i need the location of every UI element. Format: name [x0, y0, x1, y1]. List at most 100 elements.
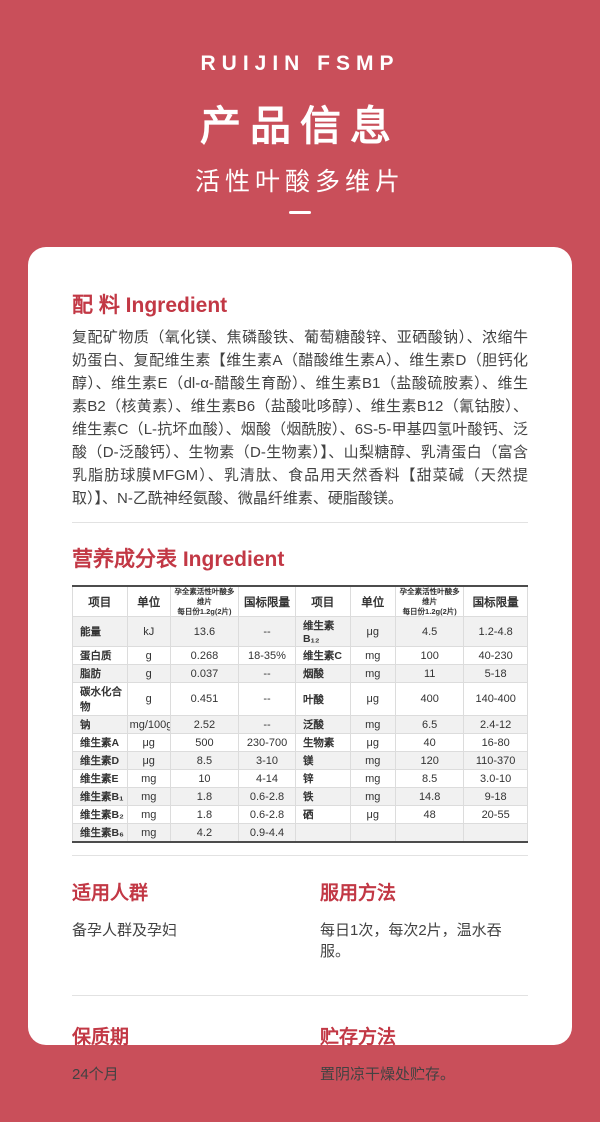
table-cell: μg	[349, 682, 397, 717]
divider	[72, 855, 528, 857]
table-cell: 碳水化合物	[72, 682, 128, 717]
table-row: 维生素B₂ mg 1.8 0.6-2.8 硒 μg 48 20-55	[72, 805, 528, 825]
usage-heading: 服用方法	[320, 883, 397, 905]
table-cell: 100	[395, 646, 465, 666]
table-cell: mg	[349, 769, 397, 789]
table-cell: 48	[395, 805, 465, 825]
table-header-cell: 单位	[349, 585, 397, 618]
table-cell: 能量	[72, 616, 128, 648]
table-header-cell: 孕全素活性叶酸多维片 每日份1.2g(2片)	[169, 585, 240, 618]
table-cell	[349, 823, 397, 843]
table-cell: 钠	[72, 715, 128, 735]
storage-heading: 贮存方法	[320, 1027, 397, 1049]
table-cell: 2.4-12	[463, 715, 528, 735]
shelf-life-block: 保质期 24个月	[72, 1026, 320, 1084]
table-cell: 0.037	[169, 664, 240, 684]
hero-header: RUIJIN FSMP 产品信息 活性叶酸多维片	[0, 0, 600, 247]
table-cell: --	[238, 664, 296, 684]
table-cell: 1.8	[169, 787, 240, 807]
divider	[72, 522, 528, 523]
table-cell: 110-370	[463, 751, 528, 771]
table-cell: 11	[395, 664, 465, 684]
nutrition-heading: 营养成分表 Ingredient	[72, 548, 285, 571]
table-header-cell: 项目	[294, 585, 351, 618]
table-cell: mg	[126, 805, 171, 825]
table-row: 能量 kJ 13.6 -- 维生素B₁₂ μg 4.5 1.2-4.8	[72, 616, 528, 648]
table-row: 钠 mg/100g 2.52 -- 泛酸 mg 6.5 2.4-12	[72, 715, 528, 735]
table-row: 蛋白质 g 0.268 18-35% 维生素C mg 100 40-230	[72, 646, 528, 666]
table-row: 维生素B₆ mg 4.2 0.9-4.4	[72, 823, 528, 843]
audience-text: 备孕人群及孕妇	[72, 922, 178, 940]
table-cell: mg	[349, 664, 397, 684]
divider	[72, 995, 528, 997]
table-header-cell: 孕全素活性叶酸多维片 每日份1.2g(2片)	[395, 585, 465, 618]
table-cell: 维生素A	[72, 733, 128, 753]
brand-text: RUIJIN FSMP	[200, 52, 400, 75]
table-cell: 6.5	[395, 715, 465, 735]
table-cell: 泛酸	[294, 715, 351, 735]
table-row: 维生素A μg 500 230-700 生物素 μg 40 16-80	[72, 733, 528, 753]
table-cell: 维生素B₁	[72, 787, 128, 807]
table-header-cell: 项目	[72, 585, 128, 618]
table-cell: 硒	[294, 805, 351, 825]
table-row: 维生素E mg 10 4-14 锌 mg 8.5 3.0-10	[72, 769, 528, 789]
table-cell: 2.52	[169, 715, 240, 735]
table-cell: --	[238, 715, 296, 735]
shelf-storage-section: 保质期 24个月 贮存方法 置阴凉干燥处贮存。	[72, 1026, 528, 1084]
usage-block: 服用方法 每日1次，每次2片，温水吞服。	[320, 882, 528, 961]
table-cell: 16-80	[463, 733, 528, 753]
audience-heading: 适用人群	[72, 883, 149, 905]
table-row: 维生素B₁ mg 1.8 0.6-2.8 铁 mg 14.8 9-18	[72, 787, 528, 807]
ingredients-text: 复配矿物质（氧化镁、焦磷酸铁、葡萄糖酸锌、亚硒酸钠）、浓缩牛奶蛋白、复配维生素【…	[72, 329, 528, 507]
table-cell: 4.5	[395, 616, 465, 648]
table-cell: μg	[126, 733, 171, 753]
table-cell: 4-14	[238, 769, 296, 789]
table-cell: 维生素B₁₂	[294, 616, 351, 648]
audience-block: 适用人群 备孕人群及孕妇	[72, 882, 320, 961]
table-cell: 10	[169, 769, 240, 789]
table-cell: 生物素	[294, 733, 351, 753]
table-header-row: 项目 单位 孕全素活性叶酸多维片 每日份1.2g(2片) 国标限量 项目 单位 孕全素活性叶…	[72, 585, 528, 618]
table-cell: μg	[349, 805, 397, 825]
table-cell: μg	[349, 733, 397, 753]
shelf-life-heading: 保质期	[72, 1027, 130, 1049]
table-cell: 维生素D	[72, 751, 128, 771]
product-subtitle: 活性叶酸多维片	[194, 168, 405, 196]
page-title: 产品信息	[200, 103, 400, 149]
table-header-cell: 国标限量	[238, 585, 296, 618]
table-cell: 铁	[294, 787, 351, 807]
title-underline-dash	[289, 211, 311, 214]
table-cell: 叶酸	[294, 682, 351, 717]
table-cell: --	[238, 616, 296, 648]
table-cell: mg	[349, 646, 397, 666]
table-cell: μg	[126, 751, 171, 771]
ingredients-heading: 配 料 Ingredient	[72, 294, 228, 317]
table-cell: 0.268	[169, 646, 240, 666]
table-cell: 维生素E	[72, 769, 128, 789]
table-cell: 13.6	[169, 616, 240, 648]
storage-text: 置阴凉干燥处贮存。	[320, 1066, 456, 1084]
table-cell: 3-10	[238, 751, 296, 771]
table-cell: 9-18	[463, 787, 528, 807]
table-cell: 蛋白质	[72, 646, 128, 666]
table-cell: μg	[349, 616, 397, 648]
table-cell: g	[126, 664, 171, 684]
table-cell: mg	[126, 823, 171, 843]
table-cell: 8.5	[169, 751, 240, 771]
table-cell: --	[238, 682, 296, 717]
table-cell: mg	[126, 769, 171, 789]
table-cell: 0.6-2.8	[238, 805, 296, 825]
table-cell: mg	[349, 715, 397, 735]
table-cell: 3.0-10	[463, 769, 528, 789]
table-cell: 烟酸	[294, 664, 351, 684]
table-cell: 40	[395, 733, 465, 753]
table-cell: 1.2-4.8	[463, 616, 528, 648]
table-cell: 0.451	[169, 682, 240, 717]
table-cell	[395, 823, 465, 843]
table-cell: mg	[126, 787, 171, 807]
table-row: 碳水化合物 g 0.451 -- 叶酸 μg 400 140-400	[72, 682, 528, 717]
table-cell: 500	[169, 733, 240, 753]
table-cell: g	[126, 646, 171, 666]
table-cell: kJ	[126, 616, 171, 648]
